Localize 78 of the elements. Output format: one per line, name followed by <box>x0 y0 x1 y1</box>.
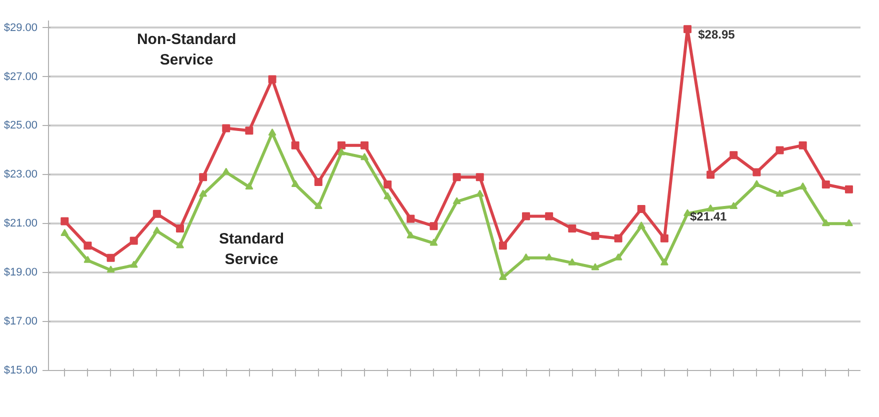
y-tick-label: $23.00 <box>4 168 38 181</box>
point <box>60 217 69 226</box>
point <box>637 204 646 213</box>
point <box>152 210 161 218</box>
point <box>176 224 184 233</box>
point <box>730 151 738 160</box>
point <box>199 190 208 197</box>
point <box>130 236 138 245</box>
point <box>822 219 830 226</box>
series-label: Standard Service <box>218 230 284 268</box>
point <box>660 234 668 242</box>
point <box>245 126 254 135</box>
y-tick-label: $21.00 <box>4 218 38 230</box>
point <box>660 258 668 266</box>
point <box>822 180 830 188</box>
point <box>406 214 415 223</box>
point <box>730 202 738 210</box>
point <box>245 182 254 190</box>
point <box>545 212 554 220</box>
point <box>522 253 530 260</box>
point <box>291 141 300 150</box>
point <box>452 197 461 204</box>
point <box>568 258 576 266</box>
annotation: $28.95 <box>698 28 736 42</box>
point <box>776 146 784 154</box>
point <box>776 190 784 197</box>
point <box>568 224 576 233</box>
point <box>591 232 600 240</box>
y-tick-label: $29.00 <box>4 22 38 34</box>
point <box>106 266 115 273</box>
point <box>476 173 484 182</box>
point <box>130 260 138 268</box>
point <box>498 242 507 250</box>
point <box>222 168 230 175</box>
point <box>614 234 622 242</box>
point <box>430 222 438 230</box>
point <box>683 25 692 34</box>
point <box>84 242 92 250</box>
annotation: $21.41 <box>690 210 728 224</box>
point <box>60 228 69 236</box>
point <box>452 173 461 182</box>
point <box>314 202 322 210</box>
point <box>268 128 276 136</box>
y-tick-label: $27.00 <box>4 70 38 83</box>
point <box>844 185 853 194</box>
y-tick-label: $25.00 <box>4 120 38 132</box>
point <box>337 148 346 156</box>
y-tick-label: $17.00 <box>4 316 38 328</box>
y-tick-label: $19.00 <box>4 266 38 279</box>
point <box>268 75 276 84</box>
point <box>106 254 115 262</box>
point <box>314 178 322 186</box>
point <box>498 272 507 280</box>
point <box>384 180 392 188</box>
point <box>222 124 230 132</box>
point <box>591 263 600 270</box>
point <box>199 173 208 182</box>
point <box>384 192 392 200</box>
point <box>752 168 761 176</box>
point <box>337 141 346 150</box>
point <box>844 219 853 226</box>
point <box>706 204 715 212</box>
point <box>430 238 438 246</box>
y-tick-label: $15.00 <box>4 364 38 376</box>
point <box>360 153 369 160</box>
point <box>176 241 184 248</box>
point <box>798 182 807 190</box>
point <box>637 222 646 229</box>
point <box>706 170 715 179</box>
text: Non-Standard Service <box>136 31 236 68</box>
point <box>406 231 415 238</box>
point <box>798 141 807 150</box>
point <box>152 226 161 234</box>
point <box>291 180 300 188</box>
point <box>545 253 554 260</box>
point <box>476 190 484 197</box>
point <box>360 141 369 150</box>
point <box>522 212 530 220</box>
